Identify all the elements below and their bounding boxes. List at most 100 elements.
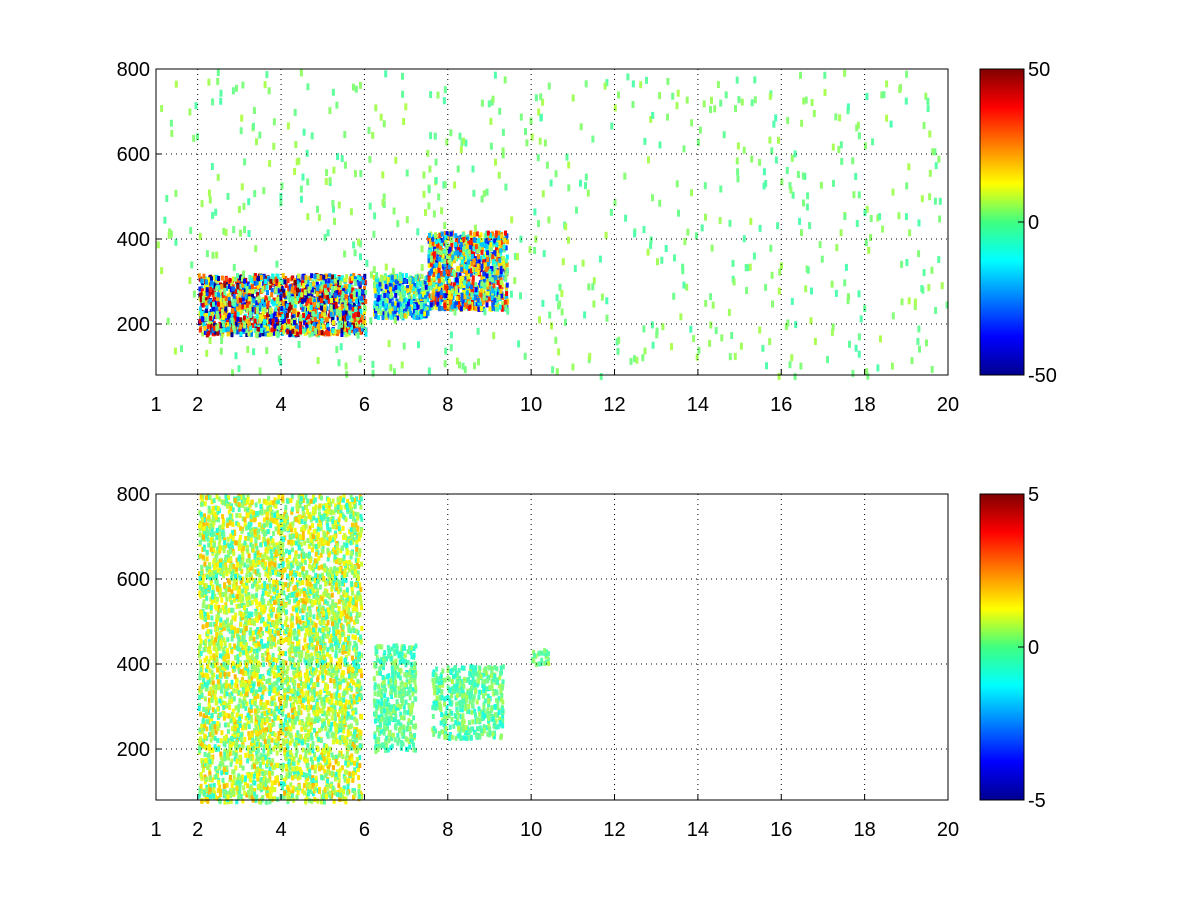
heatmap-cell bbox=[502, 260, 506, 266]
heatmap-cell bbox=[798, 217, 802, 225]
heatmap-cell bbox=[251, 288, 254, 294]
heatmap-cell bbox=[474, 244, 478, 250]
heatmap-cell bbox=[857, 333, 861, 341]
heatmap-cell bbox=[192, 290, 196, 298]
heatmap-cell bbox=[533, 247, 537, 254]
heatmap-cell bbox=[928, 130, 932, 138]
heatmap-cell bbox=[277, 685, 281, 691]
heatmap-cell bbox=[697, 346, 701, 354]
heatmap-cell bbox=[269, 313, 273, 319]
heatmap-cell bbox=[475, 231, 479, 237]
heatmap-cell bbox=[320, 281, 324, 287]
heatmap-cell bbox=[227, 312, 231, 318]
heatmap-cell bbox=[219, 97, 223, 105]
heatmap-cell bbox=[291, 286, 294, 292]
heatmap-cell bbox=[384, 263, 388, 271]
heatmap-cell bbox=[302, 313, 305, 318]
heatmap-cell bbox=[486, 284, 489, 290]
heatmap-cell bbox=[240, 183, 244, 191]
heatmap-cell bbox=[534, 235, 538, 243]
heatmap-cell bbox=[463, 302, 467, 308]
heatmap-cell bbox=[478, 282, 482, 288]
heatmap-cell bbox=[310, 273, 314, 279]
heatmap-cell bbox=[434, 304, 438, 310]
heatmap-cell bbox=[326, 529, 330, 535]
heatmap-cell bbox=[708, 339, 712, 347]
heatmap-cell bbox=[714, 327, 718, 335]
heatmap-cell bbox=[651, 194, 654, 202]
heatmap-cell bbox=[218, 284, 222, 290]
heatmap-cell bbox=[340, 276, 344, 282]
heatmap-cell bbox=[491, 288, 495, 294]
heatmap-cell bbox=[166, 317, 170, 325]
heatmap-cell bbox=[271, 731, 275, 737]
heatmap-cell bbox=[395, 298, 399, 304]
heatmap-cell bbox=[354, 170, 357, 178]
heatmap-cell bbox=[541, 299, 545, 307]
heatmap-cell bbox=[318, 295, 322, 301]
heatmap-cell bbox=[214, 208, 218, 216]
heatmap-cell bbox=[683, 238, 687, 245]
heatmap-cell bbox=[384, 311, 388, 319]
heatmap-cell bbox=[854, 173, 858, 180]
heatmap-cell bbox=[238, 275, 242, 281]
heatmap-cell bbox=[806, 192, 810, 200]
heatmap-cell bbox=[241, 276, 245, 282]
heatmap-cell bbox=[658, 92, 662, 100]
heatmap-cell bbox=[774, 114, 778, 122]
heatmap-cell bbox=[461, 301, 465, 307]
heatmap-cell bbox=[286, 122, 290, 130]
heatmap-cell bbox=[192, 134, 196, 142]
heatmap-cell bbox=[646, 248, 650, 256]
heatmap-cell bbox=[341, 285, 345, 291]
heatmap-cell bbox=[429, 246, 433, 252]
x-tick-label: 8 bbox=[442, 394, 453, 416]
heatmap-cell bbox=[483, 308, 487, 316]
heatmap-cell bbox=[440, 297, 444, 303]
heatmap-cell bbox=[206, 277, 210, 283]
heatmap-cell bbox=[447, 294, 451, 300]
heatmap-cell bbox=[295, 331, 299, 337]
heatmap-cell bbox=[913, 303, 917, 310]
heatmap-cell bbox=[488, 233, 492, 239]
heatmap-cell bbox=[286, 329, 290, 335]
heatmap-cell bbox=[682, 281, 686, 289]
heatmap-cell bbox=[255, 331, 259, 339]
heatmap-cell bbox=[406, 288, 410, 294]
heatmap-cell bbox=[428, 232, 431, 238]
heatmap-cell bbox=[428, 293, 432, 299]
heatmap-cell bbox=[498, 284, 502, 290]
heatmap-cell bbox=[329, 330, 333, 336]
heatmap-cell bbox=[200, 311, 204, 317]
heatmap-cell bbox=[430, 268, 434, 274]
heatmap-cell bbox=[165, 195, 169, 202]
heatmap-cell bbox=[517, 340, 521, 348]
heatmap-cell bbox=[476, 270, 480, 275]
heatmap-cell bbox=[436, 91, 440, 99]
heatmap-cell bbox=[404, 103, 408, 111]
heatmap-cell bbox=[359, 735, 363, 741]
heatmap-cell bbox=[613, 104, 617, 112]
heatmap-cell bbox=[857, 191, 861, 199]
heatmap-cell bbox=[235, 683, 239, 689]
heatmap-cell bbox=[269, 595, 273, 601]
x-tick-label: 12 bbox=[603, 394, 625, 416]
heatmap-cell bbox=[268, 583, 272, 589]
heatmap-cell bbox=[709, 321, 713, 329]
heatmap-cell bbox=[927, 284, 931, 292]
heatmap-cell bbox=[843, 69, 847, 77]
heatmap-cell bbox=[235, 329, 239, 335]
heatmap-cell bbox=[453, 305, 457, 311]
heatmap-cell bbox=[213, 329, 217, 335]
heatmap-cell bbox=[411, 305, 415, 311]
heatmap-cell bbox=[328, 107, 332, 115]
heatmap-cell bbox=[398, 271, 402, 279]
heatmap-cell bbox=[253, 318, 257, 324]
heatmap-cell bbox=[247, 198, 251, 206]
heatmap-cell bbox=[333, 328, 337, 334]
heatmap-cell bbox=[465, 264, 469, 270]
heatmap-cell bbox=[326, 282, 330, 288]
heatmap-cell bbox=[337, 201, 341, 209]
heatmap-cell bbox=[444, 347, 448, 355]
